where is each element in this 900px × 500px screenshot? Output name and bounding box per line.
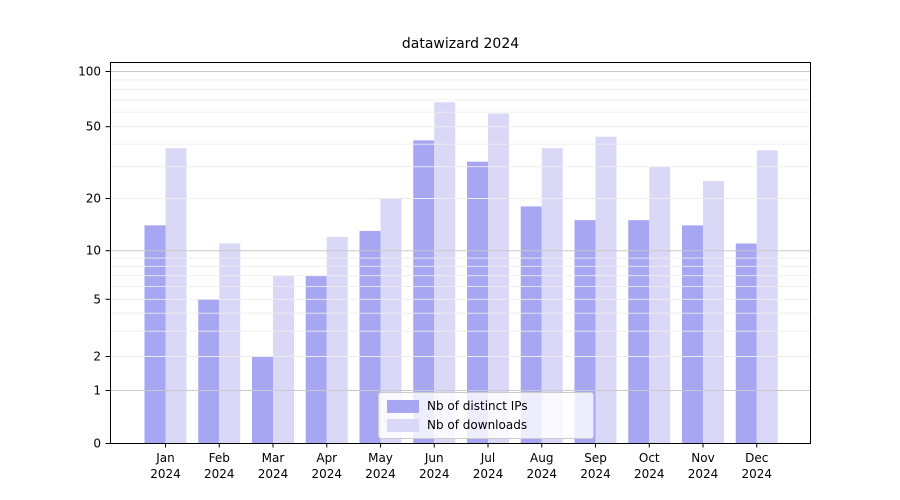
- bar-downloads: [488, 113, 509, 444]
- x-tick-label-year: 2024: [741, 467, 772, 481]
- legend: Nb of distinct IPs Nb of downloads: [378, 392, 594, 439]
- legend-item-downloads: Nb of downloads: [387, 418, 585, 432]
- bar-distinct-ips: [413, 140, 435, 444]
- bar-distinct-ips: [520, 206, 542, 444]
- bar-downloads: [541, 148, 563, 444]
- x-tick-label-year: 2024: [258, 467, 289, 481]
- y-tick-label: 20: [86, 192, 101, 206]
- y-tick-label: 100: [78, 65, 101, 79]
- y-tick-label: 0: [93, 437, 101, 451]
- bar-distinct-ips: [144, 225, 166, 444]
- x-tick-label-month: Jan: [155, 451, 175, 465]
- x-tick-label-month: Sep: [584, 451, 607, 465]
- bar-downloads: [165, 148, 187, 444]
- y-tick-label: 1: [93, 384, 101, 398]
- bar-distinct-ips: [198, 299, 220, 444]
- legend-item-distinct-ips: Nb of distinct IPs: [387, 399, 585, 413]
- bar-downloads: [273, 275, 294, 444]
- x-tick-label-year: 2024: [204, 467, 235, 481]
- x-tick-label-year: 2024: [419, 467, 450, 481]
- x-tick-label-month: Dec: [745, 451, 768, 465]
- bar-distinct-ips: [252, 356, 273, 444]
- y-tick-label: 2: [93, 350, 101, 364]
- bar-downloads: [219, 243, 241, 444]
- x-tick-label-month: Jun: [424, 451, 444, 465]
- plot-frame: [110, 62, 811, 444]
- bar-downloads: [703, 181, 724, 444]
- bar-downloads: [649, 166, 671, 444]
- bar-distinct-ips: [467, 161, 488, 444]
- legend-swatch-downloads: [387, 418, 419, 432]
- x-tick-label-year: 2024: [365, 467, 396, 481]
- bar-downloads: [756, 150, 778, 444]
- y-tick-label: 50: [86, 120, 101, 134]
- bar-distinct-ips: [682, 225, 703, 444]
- x-tick-label-year: 2024: [150, 467, 181, 481]
- x-tick-label-month: Feb: [209, 451, 230, 465]
- x-tick-label-month: May: [368, 451, 393, 465]
- bar-distinct-ips: [628, 220, 650, 444]
- x-tick-label-month: Nov: [691, 451, 714, 465]
- x-tick-label-year: 2024: [473, 467, 504, 481]
- bar-downloads: [434, 102, 456, 444]
- legend-label-downloads: Nb of downloads: [427, 418, 528, 432]
- x-tick-label-month: Jul: [480, 451, 495, 465]
- x-tick-label-month: Oct: [639, 451, 660, 465]
- x-tick-label-year: 2024: [580, 467, 611, 481]
- bar-downloads: [595, 136, 617, 444]
- bar-distinct-ips: [735, 243, 757, 444]
- y-tick-label: 10: [86, 244, 101, 258]
- legend-label-distinct-ips: Nb of distinct IPs: [427, 399, 528, 413]
- x-tick-label-year: 2024: [688, 467, 719, 481]
- x-tick-label-month: Aug: [530, 451, 553, 465]
- x-tick-label-month: Mar: [262, 451, 285, 465]
- bar-downloads: [380, 198, 402, 444]
- x-tick-label-year: 2024: [311, 467, 342, 481]
- x-tick-label-year: 2024: [526, 467, 557, 481]
- x-tick-label-year: 2024: [634, 467, 665, 481]
- bar-downloads: [326, 236, 348, 444]
- y-tick-label: 5: [93, 292, 101, 306]
- x-tick-label-month: Apr: [316, 451, 337, 465]
- bar-distinct-ips: [305, 275, 327, 444]
- legend-swatch-distinct-ips: [387, 399, 419, 413]
- chart-title: datawizard 2024: [401, 36, 520, 52]
